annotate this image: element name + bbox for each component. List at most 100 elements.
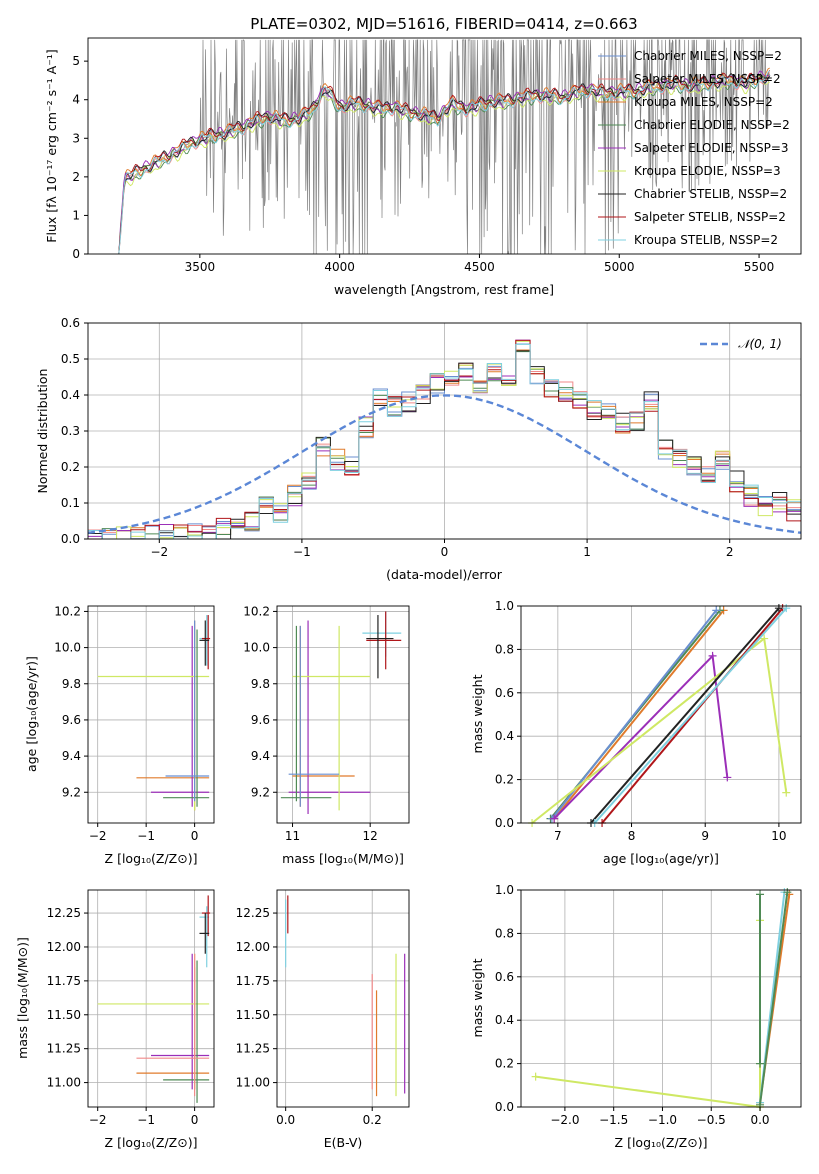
ytick-label: 9.2 bbox=[251, 785, 270, 799]
spectrum-ytick-label: 0 bbox=[72, 247, 80, 261]
histogram-xtick-label: −2 bbox=[150, 545, 168, 559]
xtick-label: −1 bbox=[137, 1113, 155, 1127]
weight-line bbox=[593, 607, 788, 824]
legend-entry: Chabrier MILES, NSSP=2 bbox=[634, 49, 782, 63]
spectrum-ytick-label: 2 bbox=[72, 170, 80, 184]
histogram-step-line bbox=[88, 339, 801, 540]
small-panels: −2 −1 0 9.2 9.4 9.6 9.8 10.0 10.2 Z [log₁₀(Z/Z⊙)]… bbox=[15, 599, 802, 1150]
ylabel: mass weight bbox=[470, 674, 485, 753]
spectrum-panel: 3500 4000 4500 5000 5500 0 1 2 3 4 5 wavelength [A… bbox=[44, 37, 802, 297]
ytick-label: 0.4 bbox=[495, 1013, 514, 1027]
xtick-label: 0 bbox=[191, 829, 199, 843]
panel-frame bbox=[520, 889, 802, 1108]
xtick-label: −2 bbox=[89, 1113, 107, 1127]
spectrum-xtick-label: 4000 bbox=[324, 260, 355, 274]
legend-entry: Kroupa STELIB, NSSP=2 bbox=[634, 233, 778, 247]
xtick-label: 0.2 bbox=[363, 1113, 382, 1127]
spectrum-ylabel: Flux [fλ 10⁻¹⁷ erg cm⁻² s⁻¹ A⁻¹] bbox=[44, 49, 59, 242]
ytick-label: 0.8 bbox=[495, 642, 514, 656]
ylabel: mass [log₁₀(M/M⊙)] bbox=[15, 937, 30, 1059]
weight-marker bbox=[531, 1072, 540, 1081]
weight-marker bbox=[774, 604, 783, 613]
histogram-ytick-label: 0.6 bbox=[61, 316, 80, 330]
ytick-label: 10.0 bbox=[243, 641, 270, 655]
xtick-label: 0 bbox=[191, 1113, 199, 1127]
histogram-ytick-label: 0.4 bbox=[61, 388, 80, 402]
ytick-label: 11.00 bbox=[236, 1076, 270, 1090]
ytick-label: 1.0 bbox=[495, 599, 514, 613]
legend-entry: Salpeter MILES, NSSP=2 bbox=[634, 72, 781, 86]
xtick-label: −1.0 bbox=[648, 1113, 677, 1127]
spectrum-ytick-label: 3 bbox=[72, 131, 80, 145]
mass-weight-vs-Z-panel: −2.0 −1.5 −1.0 −0.5 0.0 0.0 0.2 0.4 0.6 0.8 1.0 Z [… bbox=[470, 883, 802, 1150]
spectrum-xtick-label: 5000 bbox=[604, 260, 635, 274]
spectrum-xtick-label: 3500 bbox=[185, 260, 216, 274]
xlabel: age [log₁₀(age/yr)] bbox=[603, 851, 719, 866]
histogram-xlabel: (data-model)/error bbox=[386, 567, 503, 582]
panel-frame bbox=[520, 605, 802, 824]
ytick-label: 11.25 bbox=[47, 1042, 81, 1056]
weight-marker bbox=[760, 634, 769, 643]
ytick-label: 0.2 bbox=[495, 773, 514, 787]
ytick-label: 0.0 bbox=[495, 816, 514, 830]
ytick-label: 11.50 bbox=[236, 1008, 270, 1022]
ytick-label: 0.8 bbox=[495, 926, 514, 940]
xlabel: Z [log₁₀(Z/Z⊙)] bbox=[105, 851, 198, 866]
ytick-label: 9.8 bbox=[251, 677, 270, 691]
histogram-xtick-label: 1 bbox=[583, 545, 591, 559]
histogram-ytick-label: 0.2 bbox=[61, 460, 80, 474]
ytick-label: 11.25 bbox=[236, 1042, 270, 1056]
mass-vs-EBV-panel: 0.0 0.2 11.00 11.25 11.50 11.75 12.00 12.25 E(B-… bbox=[236, 889, 410, 1150]
spectrum-model-line bbox=[118, 70, 770, 255]
legend-entry: Salpeter STELIB, NSSP=2 bbox=[634, 210, 786, 224]
mass-vs-Z-panel: −2 −1 0 11.00 11.25 11.50 11.75 12.00 12.25 Z [lo… bbox=[15, 889, 215, 1150]
histogram-legend: 𝒩(0, 1) bbox=[700, 337, 782, 351]
histogram-xtick-label: −1 bbox=[293, 545, 311, 559]
spectrum-xlabel: wavelength [Angstrom, rest frame] bbox=[334, 282, 554, 297]
ytick-label: 0.0 bbox=[495, 1100, 514, 1114]
spectrum-plot-area bbox=[118, 39, 771, 255]
mass-weight-vs-age-panel: 7 8 9 10 0.0 0.2 0.4 0.6 0.8 1.0 age [log₁₀(age/yr… bbox=[470, 599, 802, 866]
legend-entry: Salpeter ELODIE, NSSP=3 bbox=[634, 141, 789, 155]
ytick-label: 12.25 bbox=[47, 906, 81, 920]
histogram-ylabel: Normed distribution bbox=[35, 369, 50, 494]
weight-marker bbox=[550, 814, 559, 823]
histogram-ticks: −2 −1 0 1 2 0.0 0.1 0.2 0.3 0.4 0.5 0.6 bbox=[61, 316, 734, 559]
xtick-label: −1 bbox=[137, 829, 155, 843]
weight-marker bbox=[712, 606, 721, 615]
ytick-label: 0.6 bbox=[495, 970, 514, 984]
xlabel: Z [log₁₀(Z/Z⊙)] bbox=[615, 1135, 708, 1150]
ytick-label: 11.00 bbox=[47, 1076, 81, 1090]
histogram-xtick-label: 0 bbox=[441, 545, 449, 559]
legend-entry: Chabrier ELODIE, NSSP=2 bbox=[634, 118, 790, 132]
weight-line bbox=[759, 892, 789, 1105]
ytick-label: 9.8 bbox=[62, 677, 81, 691]
ytick-label: 12.00 bbox=[236, 940, 270, 954]
spectrum-model-line bbox=[118, 72, 771, 255]
xtick-label: −1.5 bbox=[599, 1113, 628, 1127]
ytick-label: 10.2 bbox=[54, 604, 81, 618]
histogram-step-line bbox=[88, 343, 801, 540]
xtick-label: 0.0 bbox=[750, 1113, 769, 1127]
panel-frame bbox=[276, 605, 410, 824]
ytick-label: 9.6 bbox=[62, 713, 81, 727]
weight-marker bbox=[756, 890, 765, 899]
xlabel: mass [log₁₀(M/M⊙)] bbox=[282, 851, 404, 866]
xtick-label: 8 bbox=[628, 829, 636, 843]
age-vs-mass-panel: 11 12 9.2 9.4 9.6 9.8 10.0 10.2 mass [log₁₀(M/M⊙… bbox=[243, 604, 410, 866]
ytick-label: 10.2 bbox=[243, 604, 270, 618]
histogram-ytick-label: 0.3 bbox=[61, 424, 80, 438]
xtick-label: 7 bbox=[554, 829, 562, 843]
ytick-label: 12.25 bbox=[236, 906, 270, 920]
histogram-panel: −2 −1 0 1 2 0.0 0.1 0.2 0.3 0.4 0.5 0.6 (data-model… bbox=[35, 316, 802, 582]
spectrum-ytick-label: 5 bbox=[72, 54, 80, 68]
weight-line bbox=[551, 609, 718, 820]
ytick-label: 11.75 bbox=[236, 974, 270, 988]
spectrum-xtick-label: 4500 bbox=[464, 260, 495, 274]
xtick-label: −2.0 bbox=[550, 1113, 579, 1127]
legend-entry: Kroupa ELODIE, NSSP=3 bbox=[634, 164, 781, 178]
ytick-label: 1.0 bbox=[495, 883, 514, 897]
histogram-ytick-label: 0.0 bbox=[61, 532, 80, 546]
xtick-label: 10 bbox=[771, 829, 786, 843]
histogram-grid bbox=[88, 322, 801, 540]
